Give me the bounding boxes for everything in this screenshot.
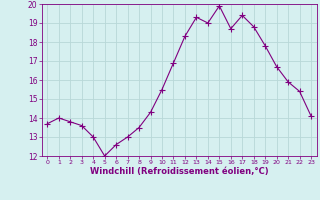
X-axis label: Windchill (Refroidissement éolien,°C): Windchill (Refroidissement éolien,°C) — [90, 167, 268, 176]
